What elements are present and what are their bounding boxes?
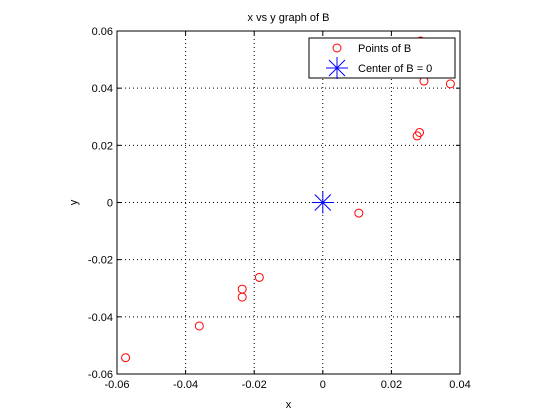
axis-ticks: -0.06 -0.04 -0.02 0 0.02 0.04 -0.06 -0.04 -0.02 0… xyxy=(88,26,471,391)
y-tick-label: -0.04 xyxy=(88,312,113,324)
point-of-b-marker xyxy=(254,272,264,282)
plot-area-frame xyxy=(116,30,461,375)
y-tick-label: -0.02 xyxy=(88,255,113,267)
legend-circle-marker-icon xyxy=(332,43,342,53)
plot-area-background xyxy=(117,31,460,374)
y-tick-label: 0.02 xyxy=(92,140,113,152)
point-of-b-marker xyxy=(445,79,455,89)
legend: Points of B Center of B = 0 xyxy=(308,37,456,79)
legend-label: Points of B xyxy=(358,43,411,55)
y-tick-label: 0.06 xyxy=(92,26,113,38)
x-tick-label: 0.04 xyxy=(449,379,470,391)
y-tick-label: 0.04 xyxy=(92,83,113,95)
y-tick-label: 0 xyxy=(107,198,113,210)
x-tick-label: -0.02 xyxy=(242,379,267,391)
legend-label: Center of B = 0 xyxy=(358,63,432,75)
data-points xyxy=(121,36,455,363)
center-of-b-marker xyxy=(311,191,334,214)
chart-title: x vs y graph of B xyxy=(248,12,330,24)
x-tick-label: 0.02 xyxy=(381,379,402,391)
point-of-b-marker xyxy=(415,127,425,137)
legend-asterisk-marker-icon xyxy=(326,57,348,79)
point-of-b-marker xyxy=(354,208,364,218)
point-of-b-marker xyxy=(121,353,131,363)
x-tick-label: 0 xyxy=(320,379,326,391)
x-axis-title: x xyxy=(286,399,292,411)
point-of-b-marker xyxy=(194,321,204,331)
y-tick-label: -0.06 xyxy=(88,369,113,381)
x-tick-label: -0.04 xyxy=(173,379,198,391)
x-tick-label: -0.06 xyxy=(104,379,129,391)
y-axis-title: y xyxy=(68,199,80,205)
point-of-b-marker xyxy=(237,284,247,294)
